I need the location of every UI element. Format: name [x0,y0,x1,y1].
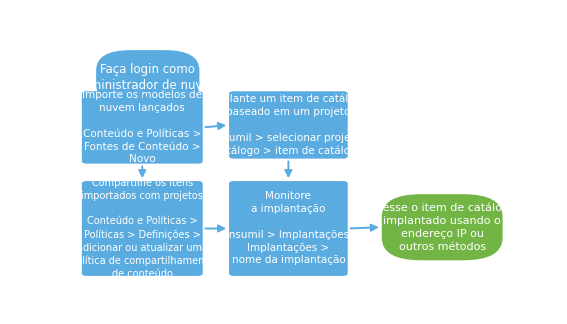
Text: Faça login como
administrador de nuvem: Faça login como administrador de nuvem [75,63,221,92]
Text: Implante um item de catálogo
baseado em um projeto

Consumil > selecionar projet: Implante um item de catálogo baseado em … [204,94,373,156]
Text: Acesse o item de catálogo
implantado usando o
endereço IP ou
outros métodos: Acesse o item de catálogo implantado usa… [369,203,515,252]
FancyBboxPatch shape [382,194,502,260]
Text: Monitore
a implantação

Consumil > Implantações >
Implantações >
nome da implant: Monitore a implantação Consumil > Implan… [215,191,361,265]
Text: Importe os modelos de
nuvem lançados

Conteúdo e Políticas >
Fontes de Conteúdo : Importe os modelos de nuvem lançados Con… [82,90,202,165]
FancyBboxPatch shape [96,50,200,105]
FancyBboxPatch shape [82,181,203,276]
Text: Compartilhe os itens
importados com projetos

Conteúdo e Políticas >
Políticas >: Compartilhe os itens importados com proj… [70,178,214,279]
FancyBboxPatch shape [229,91,348,159]
FancyBboxPatch shape [82,91,203,164]
FancyBboxPatch shape [229,181,348,276]
